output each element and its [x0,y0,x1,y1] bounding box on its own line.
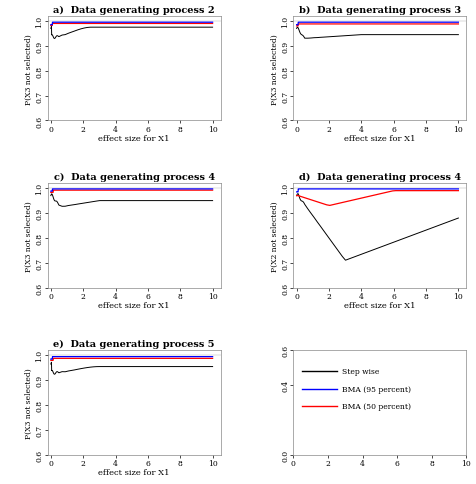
X-axis label: effect size for X1: effect size for X1 [344,135,416,143]
X-axis label: effect size for X1: effect size for X1 [99,469,170,476]
X-axis label: effect size for X1: effect size for X1 [99,302,170,310]
Y-axis label: P(X3 not selected): P(X3 not selected) [270,34,278,105]
Title: c)  Data generating process 4: c) Data generating process 4 [54,172,215,182]
Y-axis label: P(X3 not selected): P(X3 not selected) [25,367,33,438]
Text: BMA (95 percent): BMA (95 percent) [342,385,411,393]
Title: e)  Data generating process 5: e) Data generating process 5 [53,339,215,348]
Y-axis label: P(X3 not selected): P(X3 not selected) [25,34,33,105]
Title: d)  Data generating process 4: d) Data generating process 4 [299,172,461,182]
Text: BMA (50 percent): BMA (50 percent) [342,402,411,410]
Text: Step wise: Step wise [342,367,379,376]
X-axis label: effect size for X1: effect size for X1 [344,302,416,310]
Y-axis label: P(X3 not selected): P(X3 not selected) [25,201,33,271]
Y-axis label: P(X2 not selected): P(X2 not selected) [270,201,278,271]
Title: b)  Data generating process 3: b) Data generating process 3 [299,6,461,15]
X-axis label: effect size for X1: effect size for X1 [99,135,170,143]
Title: a)  Data generating process 2: a) Data generating process 2 [53,6,215,15]
